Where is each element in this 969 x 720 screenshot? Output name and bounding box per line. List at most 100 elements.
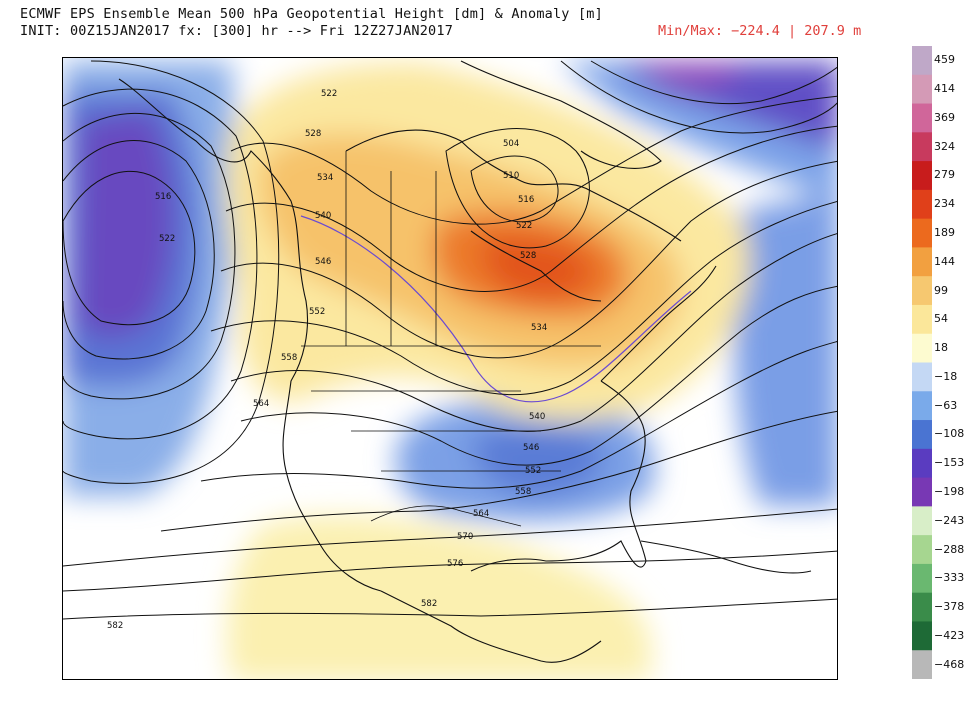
northeast-coastline (600, 265, 717, 382)
mexico-coastline (380, 590, 602, 663)
min-max-readout: Min/Max: −224.4 | 207.9 m (658, 23, 862, 39)
contour-label: 516 (518, 195, 534, 205)
arctic-contour-b (560, 60, 837, 134)
anomaly-outline (300, 215, 692, 403)
contour-label: 582 (421, 599, 437, 609)
colorbar-swatch (912, 247, 932, 277)
colorbar-swatch (912, 74, 932, 105)
colorbar-swatch (912, 420, 932, 450)
contour-label: 510 (503, 171, 519, 181)
contour-label: 564 (253, 399, 269, 409)
contour-label: 534 (317, 173, 333, 183)
contour-label: 534 (531, 323, 547, 333)
arctic-low-contour-1 (470, 155, 559, 223)
colorbar-swatch (912, 46, 932, 76)
contour-label: 522 (159, 234, 175, 244)
colorbar-tick-label: 279 (934, 168, 955, 182)
pacific-low-contour-4 (63, 88, 258, 440)
colorbar-tick-label: 189 (934, 226, 955, 240)
height-contours (63, 60, 837, 620)
colorbar-tick-label: 414 (934, 82, 955, 96)
pacific-low-contour-5 (63, 60, 280, 484)
colorbar-swatch (912, 161, 932, 191)
mexico-positive-anomaly (227, 515, 651, 679)
contour-558-line (200, 341, 837, 489)
contour-540-line (210, 201, 837, 396)
colorbar-swatch (912, 535, 932, 565)
contour-528-line (225, 125, 837, 292)
colorbar-tick-label: −243 (934, 513, 965, 527)
greenland-coastline (460, 60, 662, 169)
caribbean-islands (640, 540, 812, 574)
colorbar-swatch (912, 189, 932, 220)
contour-label: 558 (281, 353, 297, 363)
us-trough-core (471, 426, 604, 496)
colorbar-swatch (912, 218, 932, 248)
colorbar-tick-label: −18 (934, 369, 958, 383)
coastlines (118, 60, 812, 663)
contour-label: 540 (529, 412, 545, 422)
pacific-low-contour-2 (63, 140, 215, 360)
colorbar-swatch (912, 103, 932, 133)
colorbar-tick-label: −198 (934, 484, 965, 498)
colorbar-swatch (912, 391, 932, 421)
arctic-low-center (641, 61, 741, 91)
map-title: ECMWF EPS Ensemble Mean 500 hPa Geopoten… (20, 6, 603, 22)
colorbar-tick-label: 234 (934, 197, 955, 211)
colorbar-tick-label: 369 (934, 110, 955, 124)
colorbar-swatch (912, 304, 932, 335)
colorbar-swatch (912, 621, 932, 651)
hudson-bay-coastline (470, 230, 602, 302)
pacific-low-center (76, 111, 174, 338)
colorbar-tick-label: −378 (934, 600, 965, 614)
colorbar-tick-label: 324 (934, 139, 955, 153)
atlantic-negative-anomaly (733, 191, 837, 506)
colorbar-tick-label: 18 (934, 341, 948, 355)
contour-label: 546 (523, 443, 539, 453)
arctic-low-contour-2 (445, 128, 590, 249)
contour-564-line (160, 410, 837, 532)
contour-label: 528 (305, 129, 321, 139)
colorbar-swatch (912, 333, 932, 363)
pacific-low-contour-3 (63, 113, 236, 400)
colorbar-swatch (912, 362, 932, 392)
colorbar-tick-label: 144 (934, 254, 955, 268)
contour-label: 558 (515, 487, 531, 497)
colorbar-swatch (912, 506, 932, 536)
contour-label: 540 (315, 211, 331, 221)
contour-534-line (220, 160, 837, 359)
contour-label: 576 (447, 559, 463, 569)
contour-552-line (240, 285, 837, 466)
colorbar-tick-label: −153 (934, 456, 965, 470)
colorbar-tick-label: −333 (934, 571, 965, 585)
contour-label: 552 (309, 307, 325, 317)
contour-label: 522 (321, 89, 337, 99)
contour-labels: 522 528 534 540 546 552 558 564 516 522 … (107, 89, 547, 631)
colorbar-tick-label: −108 (934, 427, 965, 441)
colorbar-tick-label: 54 (934, 312, 948, 326)
colorbar-tick-label: 99 (934, 283, 948, 297)
contour-label: 522 (516, 221, 532, 231)
contour-label: 552 (525, 466, 541, 476)
contour-546-line (230, 233, 837, 432)
colorbar-swatch (912, 650, 932, 679)
colorbar-swatch (912, 563, 932, 594)
colorbar-tick-label: −63 (934, 398, 958, 412)
contour-label: 516 (155, 192, 171, 202)
arctic-coastline (345, 129, 682, 242)
anomaly-shading (63, 61, 837, 679)
arctic-contour-a (590, 60, 837, 105)
anomaly-colorbar (912, 46, 932, 679)
pacific-coastline (118, 78, 382, 592)
map-panel: 522 528 534 540 546 552 558 564 516 522 … (62, 57, 838, 680)
contour-label: 504 (503, 139, 519, 149)
map-init-time: INIT: 00Z15JAN2017 fx: [300] hr --> Fri … (20, 23, 454, 39)
colorbar-tick-label: −423 (934, 628, 965, 642)
contour-582-line (63, 598, 837, 620)
contour-label: 564 (473, 509, 489, 519)
contour-570-line (63, 508, 837, 567)
state-borders (311, 390, 561, 472)
colorbar-swatch (912, 477, 932, 507)
contour-label: 570 (457, 532, 473, 542)
contour-label: 546 (315, 257, 331, 267)
